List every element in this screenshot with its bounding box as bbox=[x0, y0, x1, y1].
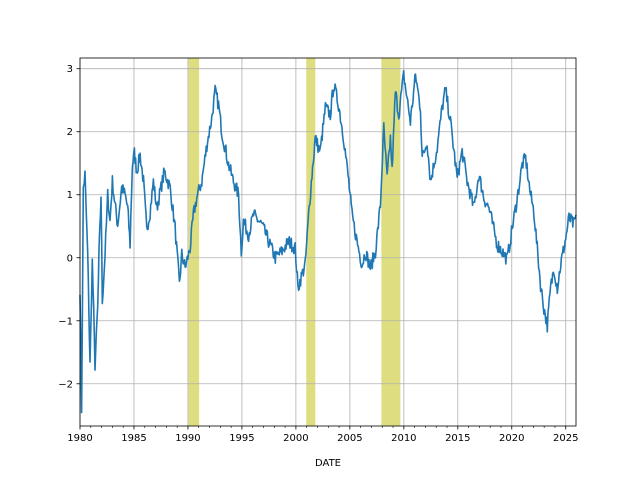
x-tick-label: 1995 bbox=[229, 433, 254, 444]
x-tick-label: 2015 bbox=[445, 433, 470, 444]
y-tick-label: 3 bbox=[67, 64, 73, 75]
recession-band bbox=[188, 58, 200, 426]
x-tick-label: 2000 bbox=[283, 433, 308, 444]
x-tick-label: 1990 bbox=[175, 433, 200, 444]
y-tick-label: −2 bbox=[58, 379, 73, 390]
x-tick-label: 1980 bbox=[67, 433, 92, 444]
y-tick-label: 2 bbox=[67, 127, 73, 138]
x-axis: 1980 1985 1990 1995 2000 2005 2010 2015 2020 2025 bbox=[67, 426, 578, 444]
x-axis-label: DATE bbox=[315, 458, 341, 469]
x-tick-label: 1985 bbox=[121, 433, 146, 444]
x-tick-label: 2025 bbox=[553, 433, 578, 444]
recession-band bbox=[306, 58, 316, 426]
x-tick-label: 2005 bbox=[337, 433, 362, 444]
y-tick-label: −1 bbox=[58, 316, 73, 327]
x-tick-label: 2020 bbox=[499, 433, 524, 444]
y-axis: −2 −1 0 1 2 3 bbox=[58, 64, 80, 390]
series-lines bbox=[79, 69, 577, 414]
y-tick-label: 1 bbox=[67, 190, 73, 201]
series-line-spread bbox=[79, 69, 577, 414]
x-tick-label: 2010 bbox=[391, 433, 416, 444]
y-tick-label: 0 bbox=[67, 253, 73, 264]
grid-lines bbox=[79, 58, 576, 426]
